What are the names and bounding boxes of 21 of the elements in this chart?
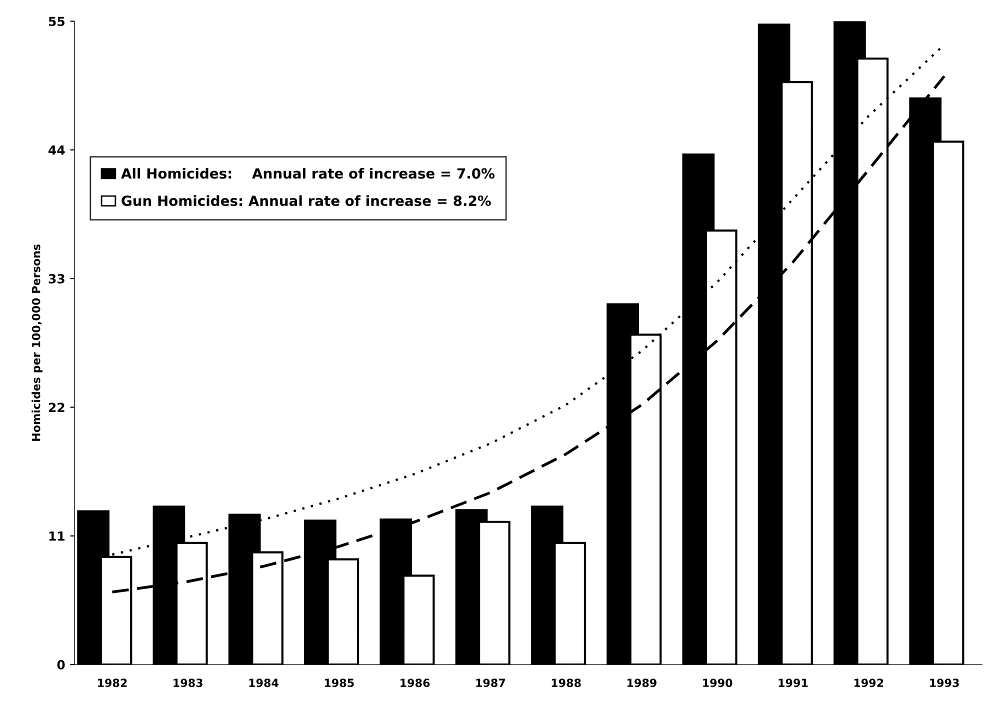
x-tick-label: 1985 xyxy=(324,678,354,688)
y-tick-label: 55 xyxy=(48,16,64,26)
x-tick-label: 1991 xyxy=(778,678,808,688)
x-tick-label: 1990 xyxy=(703,678,732,688)
y-tick-label: 22 xyxy=(48,402,64,412)
x-tick-label: 1988 xyxy=(552,678,581,688)
x-tick-label: 1986 xyxy=(400,678,430,688)
x-tick-label: 1993 xyxy=(930,678,959,688)
x-tick-label: 1987 xyxy=(476,678,505,688)
x-tick-label: 1984 xyxy=(249,678,278,688)
y-axis-title: Homicides per 100,000 Persons xyxy=(32,244,42,441)
x-tick-label: 1989 xyxy=(627,678,656,688)
y-tick-label: 0 xyxy=(57,660,65,670)
y-tick-label: 44 xyxy=(48,146,65,155)
x-tick-label: 1983 xyxy=(174,678,202,688)
x-tick-label: 1992 xyxy=(854,678,884,688)
legend-label: All Homicides: Annual rate of increase = 7.0% xyxy=(121,168,495,179)
legend-label: Gun Homicides: Annual rate of increase = 8.2% xyxy=(122,195,491,206)
y-tick-label: 33 xyxy=(48,274,64,284)
y-tick-label: 11 xyxy=(49,532,65,541)
x-tick-label: 1982 xyxy=(98,678,127,688)
